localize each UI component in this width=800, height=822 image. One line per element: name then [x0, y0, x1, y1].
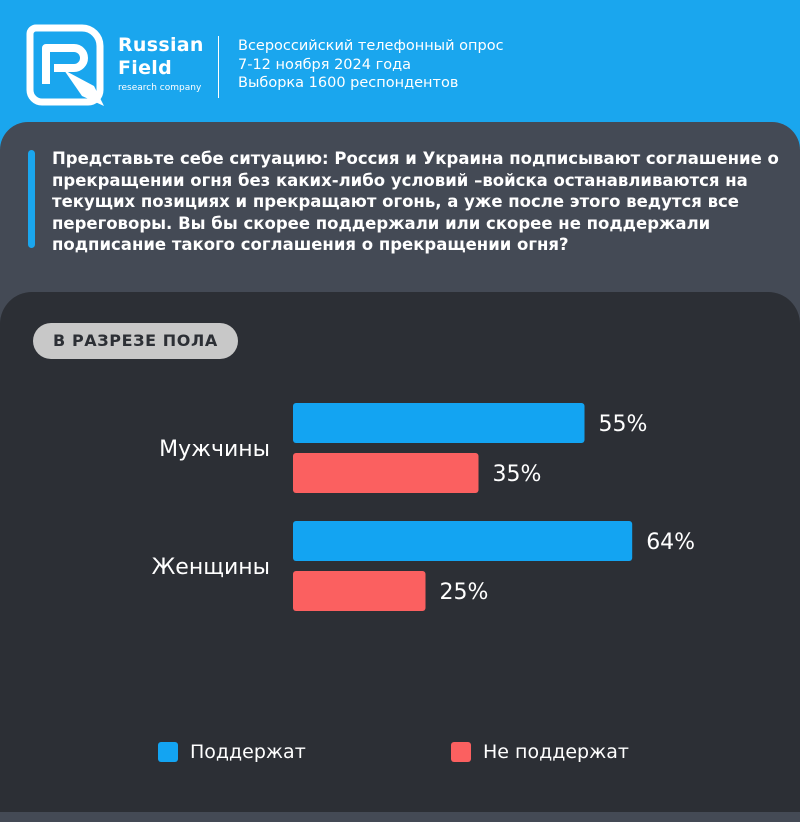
value-label-oppose-1: 25% — [440, 580, 489, 605]
question-text: Представьте себе ситуацию: Россия и Укра… — [52, 149, 779, 254]
value-label-oppose-0: 35% — [493, 462, 542, 487]
survey-sample: Выборка 1600 респондентов — [238, 75, 459, 91]
bar-support-0 — [293, 403, 585, 443]
section-label-badge: В РАЗРЕЗЕ ПОЛА — [33, 323, 238, 359]
brand-line-1: Russian — [118, 34, 204, 56]
bar-oppose-0 — [293, 453, 479, 493]
legend-item-support: Поддержат — [158, 739, 306, 765]
header-divider — [218, 36, 219, 98]
survey-method: Всероссийский телефонный опрос — [238, 38, 504, 54]
bar-chart: Мужчины 55% 35% Женщины 64% 25% — [152, 403, 695, 611]
chart-legend: Поддержат Не поддержат — [0, 735, 800, 769]
category-label-0: Мужчины — [159, 437, 270, 462]
brand-subtitle: research company — [118, 83, 202, 93]
value-label-support-1: 64% — [646, 530, 695, 555]
value-label-support-0: 55% — [599, 412, 648, 437]
bar-oppose-1 — [293, 571, 426, 611]
brand-line-2: Field — [118, 57, 172, 79]
legend-item-oppose: Не поддержат — [451, 739, 629, 765]
brand-name: Russian Field research company — [118, 36, 204, 93]
header: Russian Field research company Всероссий… — [0, 0, 800, 130]
legend-label-oppose: Не поддержат — [483, 741, 629, 763]
survey-info: Всероссийский телефонный опрос 7-12 нояб… — [238, 37, 504, 93]
russian-field-logo-icon — [26, 24, 104, 106]
survey-dates: 7-12 ноября 2024 года — [238, 56, 411, 73]
legend-swatch-support — [158, 742, 178, 762]
legend-label-support: Поддержат — [190, 741, 306, 763]
category-label-1: Женщины — [152, 555, 270, 580]
bar-support-1 — [293, 521, 633, 561]
question-accent-bar — [28, 150, 35, 248]
legend-swatch-oppose — [451, 742, 471, 762]
